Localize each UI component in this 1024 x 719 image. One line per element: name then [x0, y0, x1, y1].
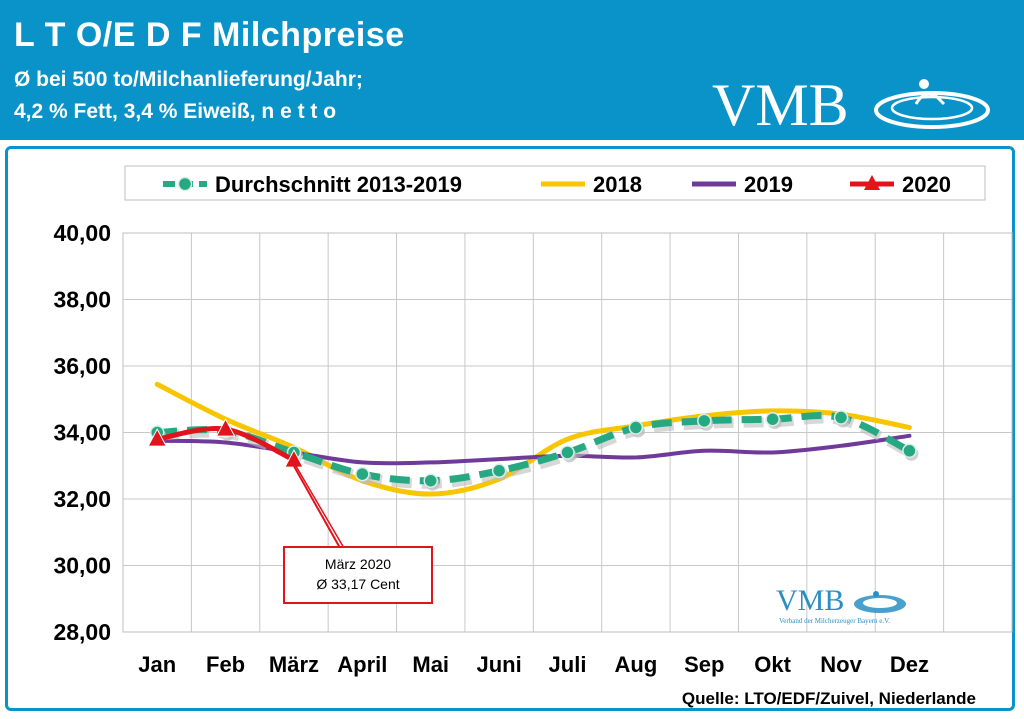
- point-avg: [560, 445, 575, 460]
- x-tick-label: Sep: [684, 652, 724, 677]
- legend-label: 2019: [744, 172, 793, 197]
- legend-marker-2020: [864, 175, 880, 190]
- subtitle-line-2: 4,2 % Fett, 3,4 % Eiweiß, n e t t o: [14, 100, 337, 123]
- callout-leader-line: [295, 465, 345, 549]
- vmb-watermark-swoosh-icon: [854, 591, 906, 613]
- legend-marker-avg: [177, 176, 193, 192]
- plot-border: [122, 232, 1013, 633]
- vmb-watermark-tagline: Verband der Milcherzeuger Bayern e.V.: [779, 617, 891, 625]
- y-tick-label: 40,00: [53, 220, 111, 246]
- y-tick-label: 34,00: [53, 420, 111, 446]
- point-avg: [765, 411, 780, 427]
- point-avg: [697, 413, 712, 429]
- x-tick-label: April: [337, 652, 387, 677]
- point-2020: [147, 428, 168, 447]
- x-tick-label: Juni: [476, 652, 521, 677]
- subtitle-line-1: Ø bei 500 to/Milchanlieferung/Jahr;: [14, 68, 363, 91]
- legend-label: 2018: [593, 172, 642, 197]
- point-2020: [215, 418, 236, 437]
- chart-title: L T O/E D F Milchpreise: [14, 16, 405, 54]
- callout-leader-line: [293, 465, 341, 549]
- vmb-watermark: VMB Verband der Milcherzeuger Bayern e.V…: [776, 584, 916, 632]
- vmb-logo-text: VMB: [712, 72, 849, 138]
- y-tick-label: 36,00: [53, 353, 111, 379]
- annotation-line-1: März 2020: [324, 556, 392, 572]
- x-tick-label: Feb: [206, 652, 245, 677]
- annotation-callout: März 2020 Ø 33,17 Cent: [283, 546, 433, 604]
- legend-label: 2020: [902, 172, 951, 197]
- chart-frame: [5, 146, 1015, 711]
- x-tick-label: Aug: [615, 652, 658, 677]
- vmb-swoosh-icon: [874, 79, 990, 129]
- y-tick-label: 28,00: [53, 619, 111, 645]
- y-tick-label: 38,00: [53, 287, 111, 313]
- source-note: Quelle: LTO/EDF/Zuivel, Niederlande: [681, 689, 976, 708]
- point-avg: [491, 463, 507, 478]
- x-tick-label: Mai: [412, 652, 449, 677]
- legend-label: Durchschnitt 2013-2019: [215, 172, 462, 197]
- point-avg: [833, 410, 849, 425]
- x-tick-label: Dez: [890, 652, 929, 677]
- y-tick-label: 32,00: [53, 486, 111, 512]
- x-tick-label: Okt: [754, 652, 791, 677]
- y-tick-label: 30,00: [53, 553, 111, 579]
- annotation-line-2: Ø 33,17 Cent: [316, 576, 400, 592]
- header-banner: L T O/E D F Milchpreise Ø bei 500 to/Mil…: [0, 0, 1024, 140]
- x-tick-label: Juli: [549, 652, 587, 677]
- vmb-logo: VMB: [712, 72, 1012, 138]
- x-tick-label: Jan: [138, 652, 176, 677]
- x-tick-label: März: [269, 652, 319, 677]
- point-avg: [902, 443, 917, 459]
- x-tick-label: Nov: [820, 652, 862, 677]
- point-avg: [355, 466, 370, 482]
- point-avg: [423, 473, 438, 488]
- point-avg: [628, 420, 644, 435]
- vmb-watermark-text: VMB: [776, 584, 845, 617]
